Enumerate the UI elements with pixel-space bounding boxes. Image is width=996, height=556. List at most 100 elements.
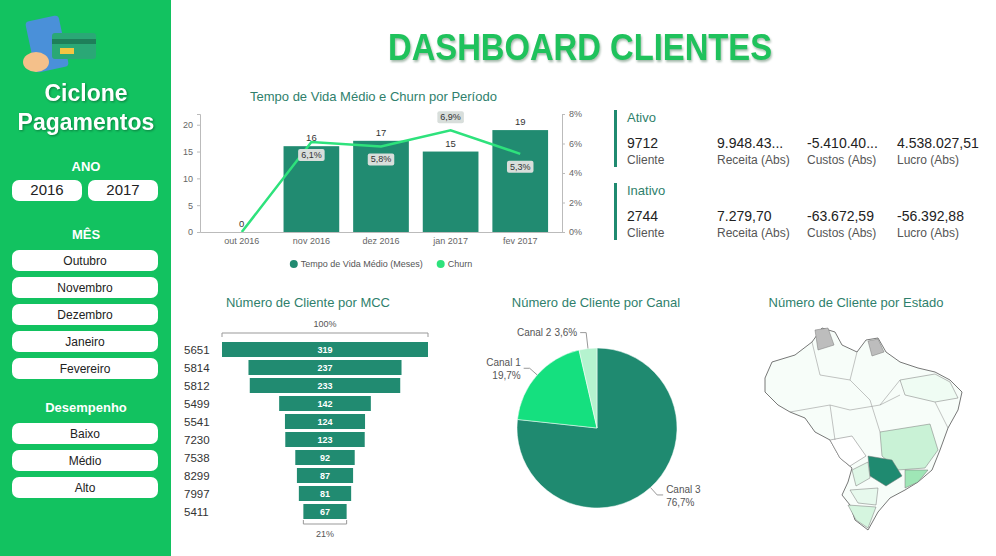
bar-label: 67 [320, 507, 330, 517]
tick: jan 2017 [432, 236, 468, 246]
funnel-bar [248, 360, 401, 375]
filter-button[interactable]: Novembro [12, 277, 158, 298]
filter-button[interactable]: Alto [12, 477, 158, 498]
data-labels: 0161715196,1%5,8%6,9%5,3% [239, 111, 533, 229]
tick-mark [562, 114, 565, 115]
filter-button[interactable]: Outubro [12, 250, 158, 271]
tick: 8% [562, 109, 582, 119]
bar [423, 152, 479, 232]
bar-label: 92 [320, 453, 330, 463]
filter-button-bg[interactable] [12, 423, 158, 444]
filter-button[interactable]: Dezembro [12, 304, 158, 325]
tick: 2% [562, 198, 582, 208]
filter-option: Médio [69, 454, 102, 468]
leader-line [524, 368, 537, 375]
tick: dez 2016 [362, 236, 399, 246]
bar-label: 81 [320, 489, 330, 499]
funnel-annotation: 21% [316, 529, 334, 539]
category-label: 7230 [184, 434, 210, 446]
funnel-bar [295, 450, 354, 465]
bar-label: 0 [239, 218, 244, 229]
tick-mark [197, 178, 200, 179]
tick-label: jan 2017 [432, 236, 468, 246]
filter-option: Novembro [57, 281, 113, 295]
kpi-label: Custos (Abs) [807, 226, 876, 240]
line-label-text: 6,1% [301, 150, 322, 160]
filter-button-bg[interactable] [12, 358, 158, 379]
tick-label: dez 2016 [362, 236, 399, 246]
filter-button-bg[interactable] [12, 331, 158, 352]
filter-button-bg[interactable] [88, 180, 158, 201]
kpi-value: 9712 [627, 135, 658, 151]
page-title: DASHBOARD CLIENTES [388, 27, 772, 68]
filter-group: DesempenhoBaixoMédioAlto [12, 400, 158, 498]
tick-label: 2% [569, 198, 582, 208]
tick: 15 [183, 147, 200, 157]
category-label: 7997 [184, 488, 210, 500]
funnel-bar [222, 342, 428, 357]
filter-button-bg[interactable] [12, 304, 158, 325]
filter-button-bg[interactable] [12, 250, 158, 271]
tick-label: 8% [569, 109, 582, 119]
pie-label: Canal 119,7% [486, 357, 521, 381]
filter-option: Baixo [70, 427, 100, 441]
filter-button[interactable]: 2016 [12, 180, 82, 201]
tick: out 2016 [224, 236, 259, 246]
slice-value: 76,7% [666, 497, 694, 508]
kpi-value: 9.948.43... [717, 135, 783, 151]
funnel-bar [250, 378, 400, 393]
filter-button-bg[interactable] [12, 277, 158, 298]
logo-card-stripe [52, 39, 96, 44]
filter-button[interactable]: Janeiro [12, 331, 158, 352]
bar-label: 17 [376, 127, 387, 138]
filter-button-bg[interactable] [12, 450, 158, 471]
region [852, 462, 870, 486]
y2-axis: 0%2%4%6%8% [562, 109, 582, 237]
region [868, 339, 884, 356]
line-label: 5,8% [368, 153, 395, 165]
tick-mark [197, 125, 200, 126]
kpi-label: Custos (Abs) [807, 153, 876, 167]
axis-line [197, 115, 201, 233]
logo-card [52, 33, 96, 59]
filter-button-bg[interactable] [12, 477, 158, 498]
y-axis: 05101520 [183, 115, 201, 238]
filter-option: 2016 [30, 181, 63, 198]
filter-button[interactable]: Médio [12, 450, 158, 471]
filter-button-bg[interactable] [12, 180, 82, 201]
filter-group: MÊSOutubroNovembroDezembroJaneiroFeverei… [12, 227, 158, 379]
funnel-annotation: 100% [313, 319, 336, 329]
filter-option: Outubro [63, 254, 107, 268]
tick-label: 4% [569, 168, 582, 178]
slice-value: 3,6% [554, 327, 577, 338]
chart-title: Tempo de Vida Médio e Churn por Período [250, 89, 497, 104]
pie-label: Canal 376,7% [666, 484, 701, 508]
kpi-label: Receita (Abs) [717, 226, 790, 240]
bar-label: 233 [317, 381, 332, 391]
tick-label: out 2016 [224, 236, 259, 246]
dashboard: CiclonePagamentosANO20162017MÊSOutubroNo… [0, 0, 996, 556]
region-border [790, 395, 900, 412]
bar-label: 15 [445, 138, 456, 149]
bar-label: 142 [317, 399, 332, 409]
bar-label: 237 [317, 363, 332, 373]
logo-hand [23, 52, 49, 72]
logo-chip [60, 48, 74, 54]
kpi-accent [614, 110, 617, 167]
sidebar: CiclonePagamentosANO20162017MÊSOutubroNo… [0, 0, 171, 556]
tick: fev 2017 [503, 236, 538, 246]
bar-label: 124 [317, 417, 332, 427]
region-border [830, 405, 835, 440]
bar-label: 319 [317, 345, 332, 355]
filter-button[interactable]: Baixo [12, 423, 158, 444]
funnel-bar [279, 396, 371, 411]
line-label: 6,9% [437, 111, 464, 123]
tick: 0% [562, 227, 582, 237]
region [868, 456, 902, 486]
leader-line [650, 488, 663, 495]
tick-label: nov 2016 [293, 236, 330, 246]
filter-button[interactable]: Fevereiro [12, 358, 158, 379]
kpi-panel: Ativo9712Cliente9.948.43...Receita (Abs)… [614, 110, 979, 240]
filter-button[interactable]: 2017 [88, 180, 158, 201]
bar-label: 16 [306, 132, 317, 143]
